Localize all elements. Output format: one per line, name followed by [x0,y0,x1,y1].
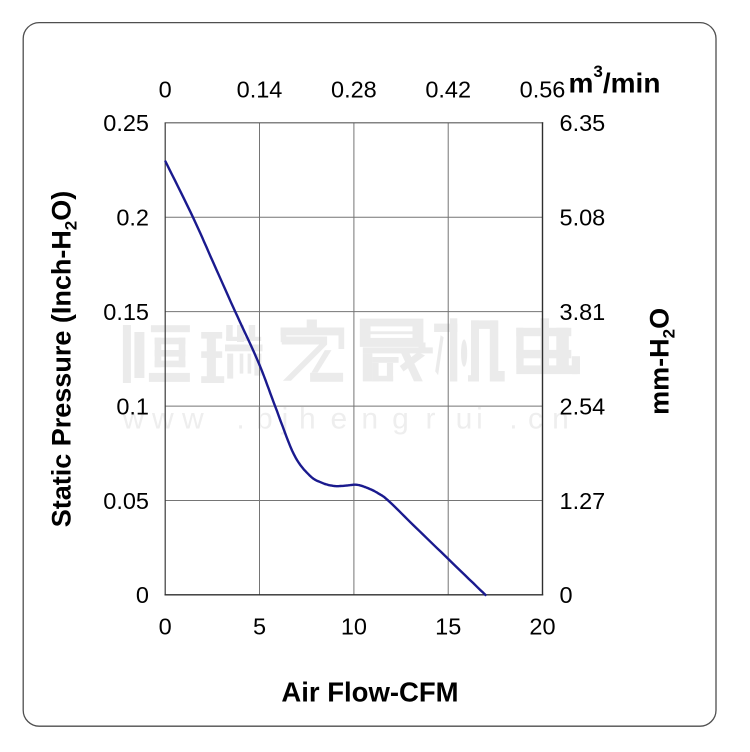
svg-text:.: . [509,403,517,436]
svg-text:w: w [181,403,204,436]
svg-text:20: 20 [529,614,555,640]
svg-text:0: 0 [159,77,172,103]
svg-text:5.08: 5.08 [560,204,606,230]
svg-text:m3/min: m3/min [569,62,661,99]
svg-text:n: n [552,403,569,436]
svg-text:n: n [361,403,378,436]
svg-text:0.14: 0.14 [237,77,283,103]
svg-text:g: g [392,403,409,436]
svg-text:0.42: 0.42 [425,77,471,103]
svg-text:r: r [426,403,436,436]
svg-text:u: u [456,403,473,436]
svg-text:c: c [528,403,543,436]
svg-text:10: 10 [341,614,367,640]
svg-text:j: j [281,403,289,436]
svg-text:0.15: 0.15 [103,299,149,325]
svg-text:0.25: 0.25 [103,110,149,136]
svg-text:w: w [121,403,144,436]
svg-text:0: 0 [159,614,172,640]
svg-text:0: 0 [136,582,149,608]
svg-text:2.54: 2.54 [560,393,606,419]
svg-text:0.1: 0.1 [116,393,149,419]
svg-text:.: . [236,403,244,436]
svg-text:e: e [331,403,348,436]
svg-text:1.27: 1.27 [560,488,606,514]
svg-text:0.05: 0.05 [103,488,149,514]
svg-text:Static Pressure (Inch-H2O): Static Pressure (Inch-H2O) [46,191,80,528]
svg-text:5: 5 [253,614,266,640]
svg-text:b: b [256,403,273,436]
svg-text:mm-H2O: mm-H2O [645,308,679,415]
svg-text:3.81: 3.81 [560,299,606,325]
svg-text:0.56: 0.56 [520,77,566,103]
svg-text:Air Flow-CFM: Air Flow-CFM [281,677,458,708]
svg-text:0: 0 [560,582,573,608]
svg-text:0.2: 0.2 [116,204,149,230]
svg-text:i: i [476,403,483,436]
svg-text:w: w [151,403,174,436]
svg-text:0.28: 0.28 [331,77,377,103]
svg-text:15: 15 [435,614,461,640]
svg-text:6.35: 6.35 [560,110,606,136]
svg-text:h: h [299,403,316,436]
